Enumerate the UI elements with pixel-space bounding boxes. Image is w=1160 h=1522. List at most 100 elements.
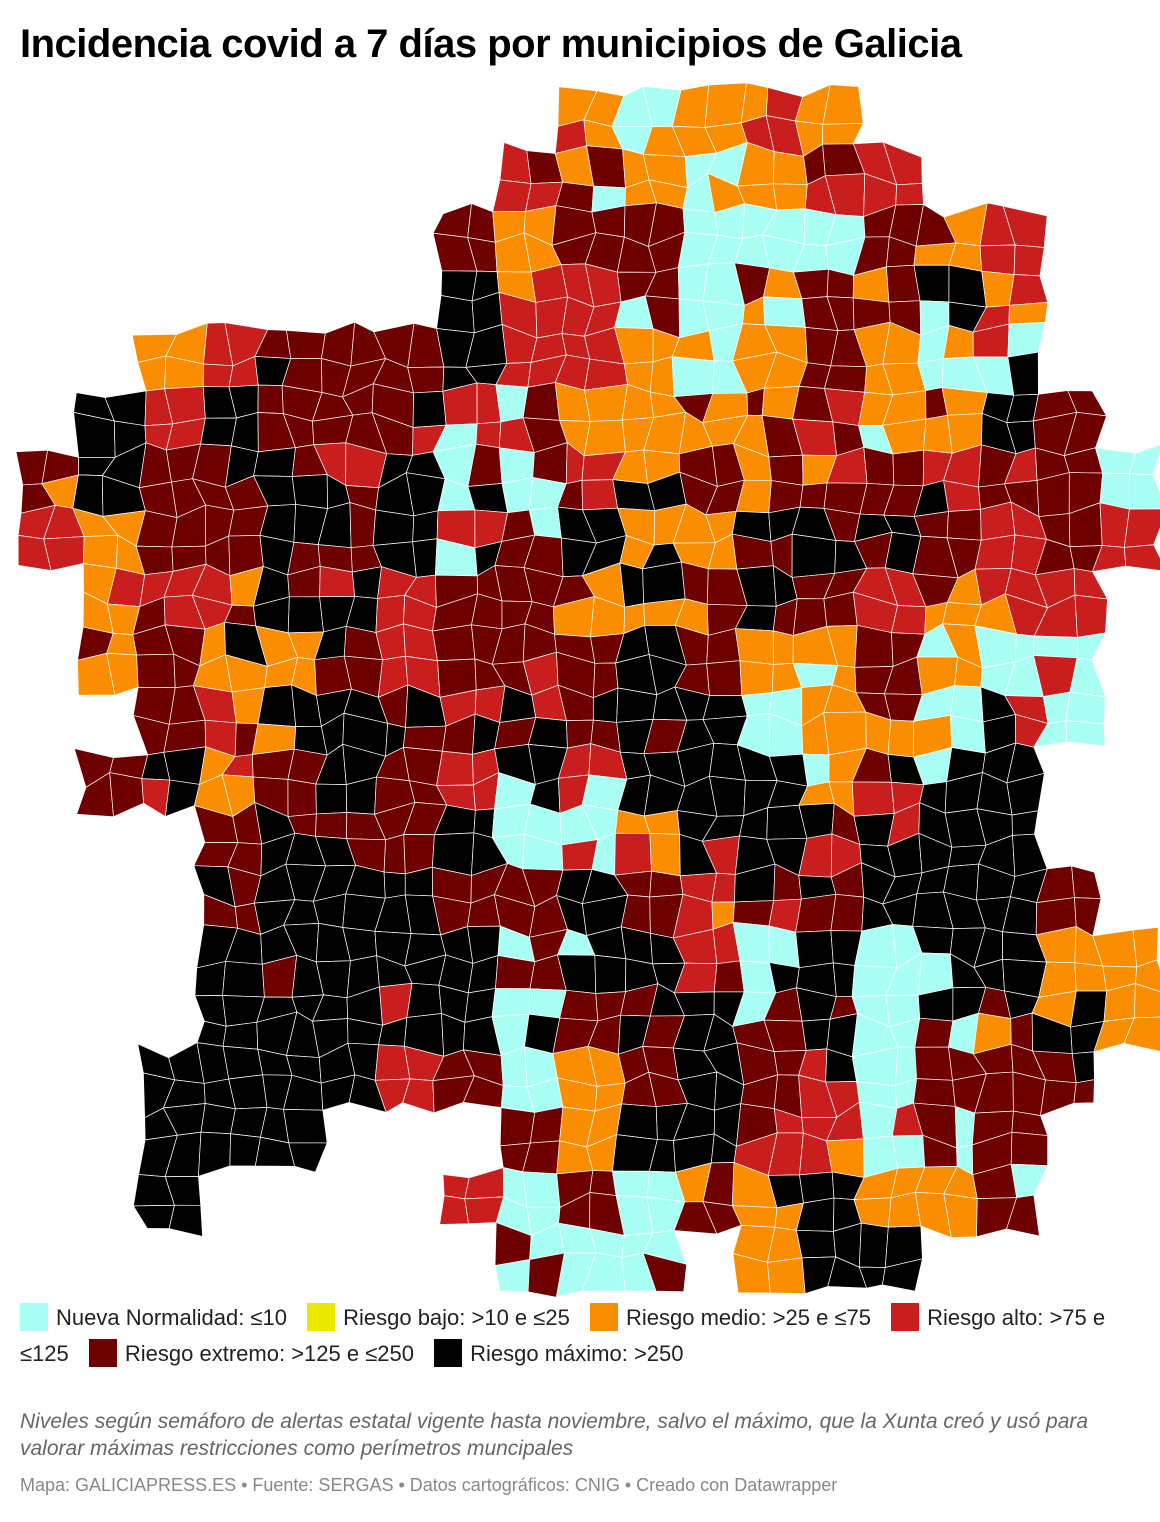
municipality	[436, 295, 475, 334]
municipality	[979, 244, 1016, 275]
municipality	[1036, 472, 1070, 517]
municipality	[132, 1204, 175, 1229]
legend-item: Riesgo máximo: >250	[434, 1339, 684, 1367]
municipality	[914, 1017, 954, 1048]
municipality	[522, 1171, 561, 1208]
municipality	[772, 183, 808, 211]
legend-label: Riesgo medio: >25 e ≤75	[625, 1305, 872, 1330]
title: Incidencia covid a 7 días por municipios…	[20, 22, 962, 66]
municipality	[702, 695, 748, 720]
municipality	[649, 356, 675, 398]
municipality	[402, 746, 443, 786]
municipality	[941, 387, 988, 416]
municipality	[315, 783, 348, 815]
municipality	[913, 242, 957, 266]
legend-label: Nueva Normalidad: ≤10	[56, 1305, 287, 1330]
municipality	[432, 624, 476, 662]
municipality	[283, 1109, 328, 1144]
municipality	[288, 1142, 328, 1173]
municipality	[1071, 1051, 1095, 1084]
legend-item: Riesgo alto: >75 e ≤125	[20, 1303, 1105, 1366]
municipality	[467, 203, 496, 243]
municipality	[372, 509, 415, 546]
municipality	[136, 653, 176, 689]
municipality	[1123, 544, 1160, 571]
municipality	[402, 725, 447, 752]
municipality	[1123, 508, 1160, 548]
municipality	[822, 123, 864, 145]
municipality	[681, 561, 709, 605]
municipality	[473, 808, 495, 838]
municipality	[495, 955, 536, 990]
municipality	[349, 502, 377, 549]
municipality	[642, 561, 686, 604]
municipality	[383, 871, 406, 899]
municipality	[253, 447, 296, 477]
municipality	[499, 1107, 536, 1147]
municipality	[832, 962, 856, 998]
municipality	[706, 660, 743, 696]
municipality	[200, 1103, 236, 1135]
municipality	[501, 476, 534, 514]
municipality	[1128, 444, 1160, 476]
municipality	[412, 510, 439, 543]
municipality	[1065, 720, 1106, 747]
municipality	[589, 1170, 617, 1196]
municipality	[464, 1167, 504, 1200]
note: Niveles según semáforo de alertas estata…	[20, 1410, 1089, 1460]
municipality	[946, 509, 982, 541]
legend-swatch	[891, 1303, 920, 1331]
municipality	[612, 1170, 650, 1198]
municipality	[1071, 865, 1102, 899]
municipality	[823, 365, 868, 393]
municipality	[795, 930, 834, 969]
municipality	[1013, 244, 1045, 277]
municipality	[1040, 1079, 1077, 1117]
municipality	[286, 329, 326, 359]
municipality	[581, 479, 619, 511]
municipality	[584, 384, 628, 422]
credit: Mapa: GALICIAPRESS.ES • Fuente: SERGAS •…	[20, 1475, 838, 1495]
municipality	[734, 628, 774, 665]
municipality	[954, 1105, 976, 1149]
municipality	[616, 1103, 658, 1140]
municipality	[682, 208, 719, 236]
municipality	[830, 893, 865, 932]
municipality	[1128, 473, 1160, 510]
municipality	[43, 536, 85, 572]
municipality	[82, 534, 119, 569]
municipality	[436, 750, 474, 786]
municipality	[858, 1222, 889, 1268]
municipality	[406, 982, 442, 1018]
municipality	[768, 925, 800, 969]
municipality	[1074, 962, 1107, 992]
municipality	[109, 772, 144, 818]
legend-swatch	[307, 1303, 336, 1331]
legend-item: Riesgo extremo: >125 e ≤250	[88, 1339, 414, 1367]
municipality	[583, 419, 626, 457]
municipality	[1008, 274, 1049, 306]
municipality	[614, 832, 652, 876]
municipality	[823, 711, 867, 756]
municipality	[594, 954, 627, 994]
legend: Nueva Normalidad: ≤10 Riesgo bajo: >10 e…	[20, 1300, 1145, 1372]
municipality	[202, 363, 234, 388]
municipality	[222, 1045, 264, 1080]
municipality	[1135, 959, 1160, 993]
municipality	[491, 988, 531, 1018]
legend-label: Riesgo máximo: >250	[470, 1341, 684, 1366]
municipality	[222, 961, 265, 998]
municipality	[315, 812, 348, 840]
municipality	[891, 1134, 926, 1169]
municipality	[799, 1171, 835, 1204]
municipality	[854, 624, 894, 668]
municipality	[228, 1074, 268, 1110]
municipality	[1094, 447, 1137, 474]
municipality	[767, 1257, 806, 1294]
municipality	[799, 482, 828, 509]
municipality	[892, 449, 924, 487]
municipality	[949, 714, 986, 754]
municipality	[649, 833, 681, 877]
municipality	[822, 84, 864, 125]
